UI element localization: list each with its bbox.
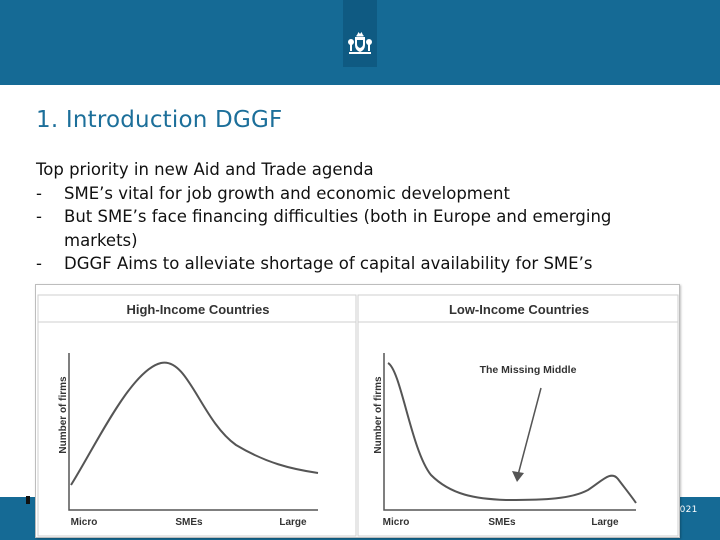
logo	[343, 0, 377, 67]
panel-left-frame	[37, 294, 357, 537]
footer-date: -2021	[670, 505, 698, 515]
y-axis-label-left: Number of firms	[58, 376, 69, 454]
chart-title-left: High-Income Countries	[126, 302, 269, 317]
bullet-text: SME’s vital for job growth and economic …	[64, 183, 510, 203]
tick-label-left-smes: SMEs	[175, 517, 203, 528]
y-axis-label-right: Number of firms	[373, 376, 384, 454]
tick-label-right-micro: Micro	[383, 517, 410, 528]
tick-label-right-large: Large	[591, 517, 619, 528]
axes-right	[383, 353, 636, 511]
bullet-item: - SME’s vital for job growth and economic…	[36, 182, 676, 206]
footer-mark	[26, 496, 30, 504]
bullet-dash: -	[36, 207, 42, 226]
chart-svg: High-Income Countries Low-Income Countri…	[37, 294, 679, 537]
bullet-text: But SME’s face financing difficulties (b…	[64, 207, 612, 250]
annotation-arrow-line	[517, 387, 542, 476]
axes-left	[68, 353, 318, 511]
tick-label-left-large: Large	[279, 517, 307, 528]
curve-high-income	[70, 361, 319, 486]
slide-title: 1. Introduction DGGF	[36, 107, 283, 133]
bullet-text: DGGF Aims to alleviate shortage of capit…	[64, 254, 593, 273]
coat-of-arms-icon	[348, 32, 372, 54]
annotation-missing-middle: The Missing Middle	[480, 364, 577, 376]
tick-label-right-smes: SMEs	[488, 517, 516, 528]
panel-right-frame	[357, 294, 679, 537]
bullet-item: - But SME’s face financing difficulties (…	[36, 205, 676, 252]
bullet-dash: -	[36, 183, 42, 203]
annotation-arrow-head	[512, 471, 524, 482]
bullet-dash: -	[36, 254, 42, 273]
tick-label-left-micro: Micro	[71, 517, 98, 528]
chart-title-right: Low-Income Countries	[449, 302, 589, 317]
curve-low-income	[387, 362, 637, 504]
bullet-list: - SME’s vital for job growth and economic…	[36, 182, 676, 276]
bullet-item: - DGGF Aims to alleviate shortage of capi…	[36, 252, 676, 276]
chart-figure: High-Income Countries Low-Income Countri…	[35, 284, 680, 538]
intro-line: Top priority in new Aid and Trade agenda	[36, 160, 374, 179]
body-text: Top priority in new Aid and Trade agenda…	[36, 158, 676, 276]
